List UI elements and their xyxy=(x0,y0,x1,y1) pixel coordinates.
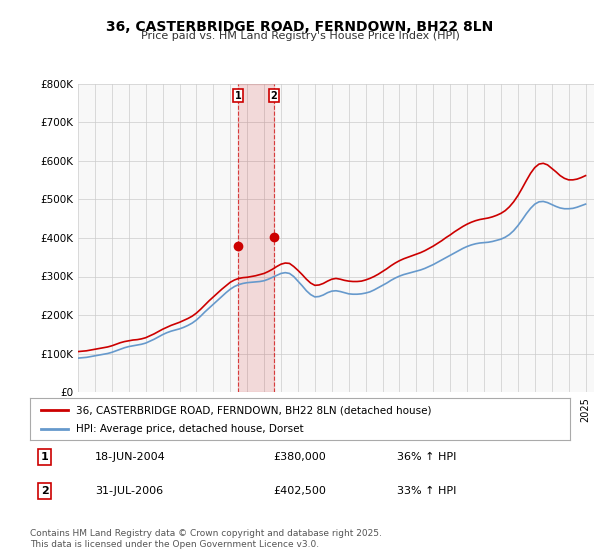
Text: 2: 2 xyxy=(271,91,277,101)
Text: 1: 1 xyxy=(41,452,49,462)
Text: 33% ↑ HPI: 33% ↑ HPI xyxy=(397,486,457,496)
Text: Contains HM Land Registry data © Crown copyright and database right 2025.
This d: Contains HM Land Registry data © Crown c… xyxy=(30,529,382,549)
Text: £380,000: £380,000 xyxy=(273,452,326,462)
Text: Price paid vs. HM Land Registry's House Price Index (HPI): Price paid vs. HM Land Registry's House … xyxy=(140,31,460,41)
Text: 36, CASTERBRIDGE ROAD, FERNDOWN, BH22 8LN (detached house): 36, CASTERBRIDGE ROAD, FERNDOWN, BH22 8L… xyxy=(76,405,431,415)
Text: 31-JUL-2006: 31-JUL-2006 xyxy=(95,486,163,496)
Bar xyxy=(238,84,274,392)
Text: 1: 1 xyxy=(235,91,241,101)
Text: 36% ↑ HPI: 36% ↑ HPI xyxy=(397,452,457,462)
Text: 36, CASTERBRIDGE ROAD, FERNDOWN, BH22 8LN: 36, CASTERBRIDGE ROAD, FERNDOWN, BH22 8L… xyxy=(106,20,494,34)
Text: £402,500: £402,500 xyxy=(273,486,326,496)
Text: 2: 2 xyxy=(41,486,49,496)
Text: HPI: Average price, detached house, Dorset: HPI: Average price, detached house, Dors… xyxy=(76,424,304,434)
Text: 18-JUN-2004: 18-JUN-2004 xyxy=(95,452,166,462)
